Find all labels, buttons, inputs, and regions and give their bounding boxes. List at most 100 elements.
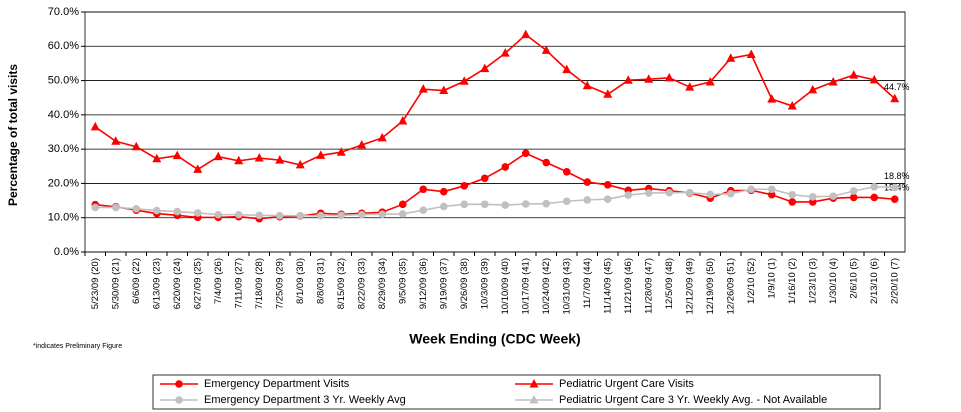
x-tick-label: 2/6/10 (5) [848,258,859,299]
x-tick-label: 12/26/09 (51) [725,258,736,315]
x-tick-label: 6/13/09 (23) [151,258,162,309]
data-point [254,153,264,162]
x-tick-label: 11/7/09 (44) [582,258,593,309]
x-tick-label: 9/26/09 (38) [459,258,470,309]
data-point [808,193,817,201]
data-point [788,190,797,199]
data-point [685,82,695,91]
data-point [623,75,633,84]
y-tick-label: 20.0% [48,177,79,189]
x-tick-label: 6/6/09 (22) [131,258,142,304]
data-point [705,76,715,86]
series-line [94,33,896,171]
x-tick-label: 2/20/10 (7) [889,258,900,304]
x-tick-label: 12/12/09 (49) [684,258,695,315]
x-tick-label: 10/17/09 (41) [520,258,531,315]
data-point [603,181,612,189]
legend-box [152,374,881,410]
data-point [849,193,858,202]
data-point [685,188,694,197]
data-point [234,155,244,165]
x-tick-label: 5/23/09 (20) [90,258,101,309]
data-point [460,200,469,209]
data-point [521,200,530,208]
data-point [870,183,879,191]
data-point [542,158,551,167]
y-tick-label: 10.0% [48,212,79,224]
data-point [582,80,592,90]
y-tick-label: 0.0% [54,246,79,258]
data-point [296,211,305,220]
x-tick-label: 1/16/10 (2) [787,258,798,304]
data-point [419,185,428,194]
data-point [439,187,448,196]
x-tick-label: 11/28/09 (47) [643,258,654,314]
x-tick-label: 12/19/09 (50) [705,258,716,315]
data-point [213,151,223,161]
data-point [152,206,161,215]
data-point [849,70,859,79]
x-tick-label: 9/12/09 (36) [418,258,429,309]
data-point [890,93,900,103]
x-tick-label: 8/22/09 (33) [356,258,367,309]
data-point [562,197,571,206]
x-tick-label: 8/29/09 (34) [377,258,388,309]
series-line [95,186,895,217]
data-point [378,210,387,219]
data-point [562,167,571,176]
data-point [336,147,346,156]
data-point [111,203,120,212]
data-point [808,84,818,94]
data-point [419,206,428,214]
data-point [193,209,202,217]
legend-label: Emergency Department 3 Yr. Weekly Avg [204,394,406,406]
data-point [214,210,223,219]
data-point [255,211,264,220]
x-axis-title: Week Ending (CDC Week) [409,331,580,347]
data-point [747,185,756,194]
data-point [480,174,489,183]
x-tick-label: 6/27/09 (25) [192,258,203,309]
x-tick-label: 9/19/09 (37) [438,258,449,309]
x-tick-label: 11/14/09 (45) [602,258,613,314]
x-tick-label: 2/13/10 (6) [869,258,880,304]
data-point [501,201,510,209]
data-point [172,150,182,160]
data-point [152,153,162,163]
data-point [788,198,797,206]
data-point [583,196,592,204]
data-point [767,190,776,199]
y-tick-label: 70.0% [48,6,79,18]
data-point [603,89,613,98]
data-point [91,203,100,212]
data-point [337,211,346,220]
data-label: 44.7% [884,82,910,92]
data-point [460,182,469,190]
data-point [542,199,551,208]
x-tick-label: 10/10/09 (40) [500,258,511,315]
data-point [583,178,592,186]
data-point [726,53,736,62]
x-tick-label: 6/20/09 (24) [172,258,183,309]
data-point [500,48,510,57]
data-point [295,159,305,169]
data-point [398,210,407,218]
data-point [869,74,879,84]
data-point [131,141,141,151]
legend-marker [175,380,183,388]
y-tick-label: 50.0% [48,74,79,86]
x-tick-label: 9/5/09 (35) [397,258,408,304]
y-axis-title: Percentage of total visits [6,64,20,206]
x-tick-label: 7/11/09 (27) [233,258,244,309]
y-tick-label: 30.0% [48,143,79,155]
x-tick-label: 8/8/09 (31) [315,258,326,304]
x-tick-label: 1/23/10 (3) [807,258,818,304]
data-point [603,195,612,203]
data-point [398,200,407,209]
data-point [870,193,879,202]
legend-label: Pediatric Urgent Care 3 Yr. Weekly Avg. … [559,394,827,406]
data-point [562,64,572,74]
legend-marker [175,396,183,404]
data-point [746,49,756,59]
data-point [398,116,408,125]
